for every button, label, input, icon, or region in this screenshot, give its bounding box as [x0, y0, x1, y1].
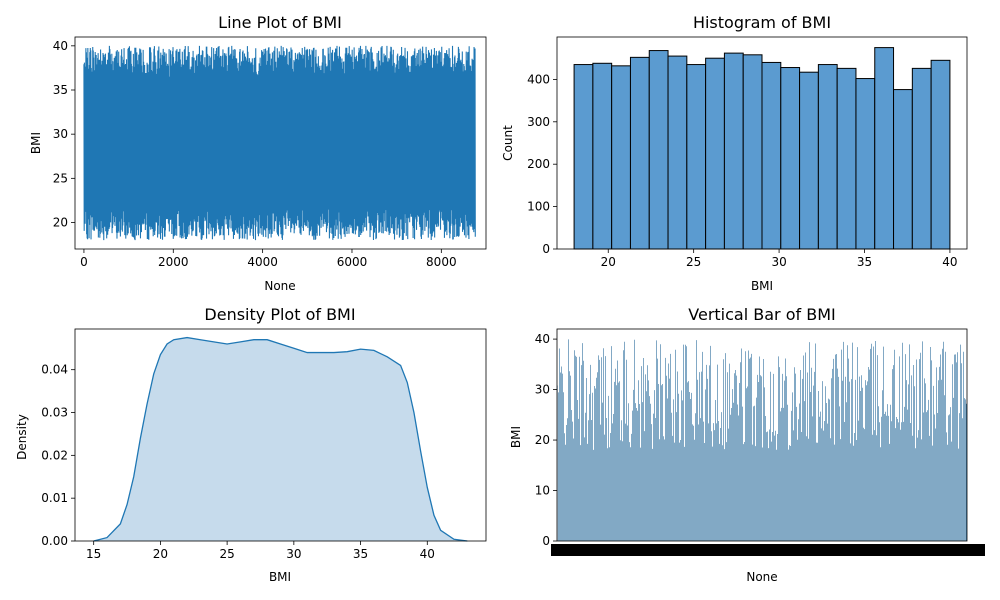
hist-bar — [799, 71, 819, 250]
x-tick-label: 0 — [80, 255, 88, 269]
density-ylabel: Density — [15, 414, 29, 460]
density-line — [93, 336, 468, 542]
x-tick-label: 20 — [153, 547, 168, 561]
x-tick-label: 25 — [686, 255, 701, 269]
hist-bar — [667, 55, 688, 250]
hist-bar — [780, 67, 801, 250]
density-xlabel: BMI — [269, 570, 291, 584]
x-tick-label: 6000 — [337, 255, 368, 269]
y-tick-label: 0.04 — [41, 363, 68, 377]
x-tick-label: 30 — [286, 547, 301, 561]
hist-bar — [611, 65, 631, 250]
hist-bar — [573, 64, 594, 250]
vbar-xlabel: None — [746, 570, 777, 584]
axes-frame — [556, 36, 968, 250]
y-tick-label: 10 — [535, 484, 550, 498]
x-tick-labels-dense — [551, 544, 985, 556]
y-tick-label: 35 — [53, 83, 68, 97]
hist-bar — [592, 62, 613, 250]
hist-bar — [629, 56, 650, 250]
y-tick-label: 100 — [527, 200, 550, 214]
axes-frame — [556, 328, 968, 542]
y-tick-label: 0 — [542, 242, 550, 256]
hist-bar — [911, 67, 932, 250]
x-tick-label: 4000 — [247, 255, 278, 269]
line-panel: Line Plot of BMI 0 2000 4000 6000 8000 20 25 30… — [29, 13, 487, 293]
x-tick-label: 35 — [353, 547, 368, 561]
hist-bar — [648, 50, 669, 250]
density-panel: Density Plot of BMI 15 20 25 30 35 40 0.00 0.01… — [15, 305, 487, 584]
histogram-panel: Histogram of BMI 20 25 30 35 400100200300400… — [501, 13, 968, 293]
y-tick-label: 30 — [53, 127, 68, 141]
hist-bar — [742, 54, 763, 250]
x-tick-label: 20 — [601, 255, 616, 269]
vbar-panel: Vertical Bar of BMI 0 10 20 30 40 None BMI — [509, 305, 985, 584]
y-tick-label: 0 — [542, 534, 550, 548]
line-title: Line Plot of BMI — [218, 13, 342, 32]
vbar-title: Vertical Bar of BMI — [688, 305, 835, 324]
line-ylabel: BMI — [29, 132, 43, 154]
y-tick-label: 40 — [53, 39, 68, 53]
y-tick-label: 20 — [53, 216, 68, 230]
x-tick-label: 40 — [420, 547, 435, 561]
line-xlabel: None — [264, 279, 295, 293]
hist-bar — [855, 78, 876, 250]
hist-bar — [893, 89, 913, 250]
y-tick-label: 25 — [53, 171, 68, 185]
hist-bar — [705, 57, 725, 250]
y-tick-label: 40 — [535, 332, 550, 346]
hist-bar — [874, 47, 895, 250]
x-tick-label: 25 — [219, 547, 234, 561]
axes-frame — [74, 328, 487, 542]
line-plot-area: 0 2000 4000 6000 8000 20 25 30 35 40 — [53, 36, 487, 269]
hist-bar — [723, 52, 744, 250]
y-tick-label: 20 — [535, 433, 550, 447]
density-fill — [93, 337, 468, 541]
x-tick-label: 30 — [771, 255, 786, 269]
hist-ylabel: Count — [501, 125, 515, 161]
y-tick-label: 0.02 — [41, 448, 68, 462]
hist-bar — [686, 64, 707, 250]
x-tick-label: 15 — [86, 547, 101, 561]
y-tick-label: 300 — [527, 115, 550, 129]
y-tick-label: 0.03 — [41, 406, 68, 420]
hist-xlabel: BMI — [751, 279, 773, 293]
y-tick-label: 200 — [527, 157, 550, 171]
vbar-bars — [557, 339, 967, 541]
line-series — [83, 45, 476, 241]
y-tick-label: 0.00 — [41, 534, 68, 548]
axes-frame — [74, 36, 487, 250]
x-tick-label: 40 — [942, 255, 957, 269]
density-plot-area: 15 20 25 30 35 40 0.00 0.01 0.02 0.03 0.04 — [41, 328, 487, 561]
hist-bar — [817, 64, 838, 250]
x-tick-label: 8000 — [426, 255, 457, 269]
hist-bar — [930, 59, 951, 250]
hist-bar — [761, 61, 782, 250]
x-tick-label: 35 — [857, 255, 872, 269]
density-title: Density Plot of BMI — [204, 305, 355, 324]
vbar-ylabel: BMI — [509, 426, 523, 448]
y-tick-label: 0.01 — [41, 491, 68, 505]
y-tick-label: 30 — [535, 383, 550, 397]
hist-bar — [836, 67, 857, 250]
x-tick-label: 2000 — [158, 255, 189, 269]
vbar-plot-area: 0 10 20 30 40 — [535, 328, 985, 556]
hist-title: Histogram of BMI — [693, 13, 831, 32]
y-tick-label: 400 — [527, 72, 550, 86]
